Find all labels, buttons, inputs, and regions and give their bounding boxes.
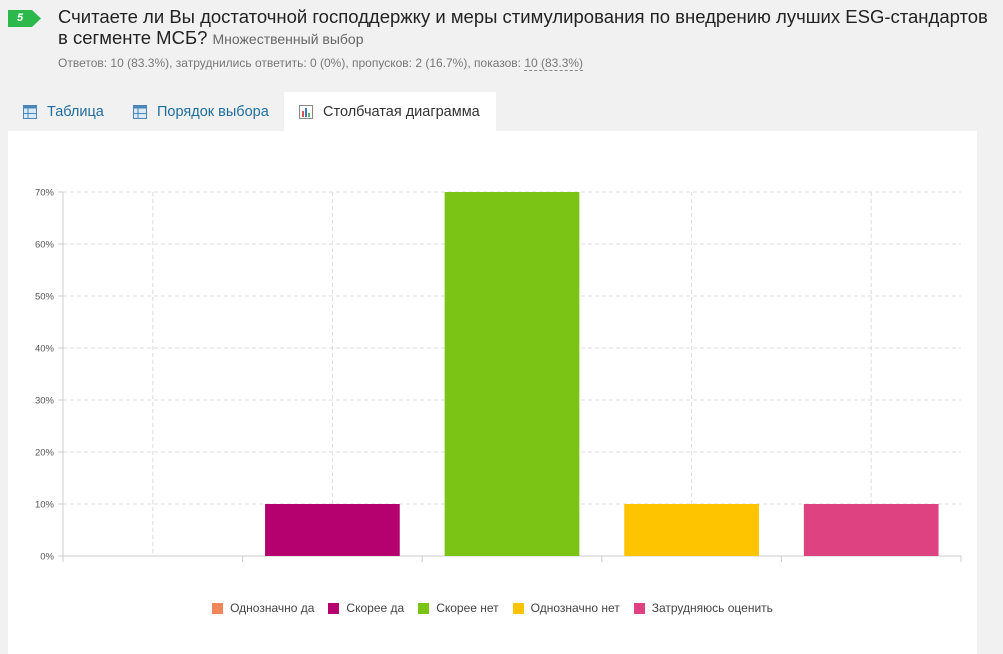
question-number-badge [8, 10, 41, 27]
y-tick-label: 10% [35, 500, 55, 511]
legend-item[interactable]: Однозначно да [212, 601, 314, 615]
question-stats: Ответов: 10 (83.3%), затруднились ответи… [58, 56, 584, 71]
tab-bar-chart[interactable]: Столбчатая диаграмма [284, 92, 496, 131]
tab-choice-order-label: Порядок выбора [157, 103, 269, 120]
stats-text: Ответов: 10 (83.3%), затруднились ответи… [58, 56, 525, 70]
bar-2 [265, 504, 400, 556]
question-type-label: Множественный выбор [212, 31, 364, 47]
y-tick-label: 70% [35, 188, 55, 199]
tab-table[interactable]: Таблица [23, 92, 104, 131]
legend-label: Однозначно нет [530, 601, 620, 615]
legend-item[interactable]: Однозначно нет [512, 601, 620, 615]
bar-chart-icon [299, 104, 313, 119]
legend-swatch [328, 602, 340, 614]
bar-5 [803, 504, 939, 556]
y-tick-label: 50% [35, 292, 55, 303]
bar-3 [444, 192, 580, 556]
question-title-block: Считаете ли Вы достаточной господдержку … [58, 6, 993, 50]
legend-item[interactable]: Скорее нет [418, 601, 499, 615]
table-icon [23, 104, 37, 119]
chart-legend: Однозначно да Скорее да Скорее нет Однознач… [8, 601, 977, 615]
legend-swatch [418, 602, 430, 614]
bar-4 [624, 504, 759, 556]
bar-chart: 0% 10% 20% 30% 40% 50% 60% 70% [35, 188, 962, 563]
question-title: Считаете ли Вы достаточной господдержку … [58, 6, 988, 48]
legend-label: Скорее нет [436, 601, 499, 615]
badge-shape [8, 10, 41, 27]
legend-label: Однозначно да [230, 601, 315, 615]
y-tick-label: 60% [35, 240, 55, 251]
y-tick-label: 30% [35, 396, 55, 407]
y-tick-label: 0% [40, 552, 54, 563]
legend-swatch [212, 602, 224, 614]
legend-label: Затрудняюсь оценить [651, 601, 773, 615]
table-icon [133, 104, 147, 119]
legend-label: Скорее да [346, 601, 405, 615]
tab-choice-order[interactable]: Порядок выбора [133, 92, 269, 131]
views-link[interactable]: 10 (83.3%) [524, 56, 584, 71]
legend-swatch [512, 602, 524, 614]
legend-item[interactable]: Скорее да [328, 601, 404, 615]
y-tick-label: 40% [35, 344, 55, 355]
y-tick-label: 20% [35, 448, 55, 459]
tab-table-label: Таблица [47, 103, 104, 120]
chart-panel: 0% 10% 20% 30% 40% 50% 60% 70% Однозначно да Ско… [8, 131, 977, 654]
legend-swatch [633, 602, 645, 614]
tab-bar-chart-label: Столбчатая диаграмма [323, 103, 480, 120]
question-number: 5 [16, 12, 24, 24]
legend-item[interactable]: Затрудняюсь оценить [633, 601, 773, 615]
